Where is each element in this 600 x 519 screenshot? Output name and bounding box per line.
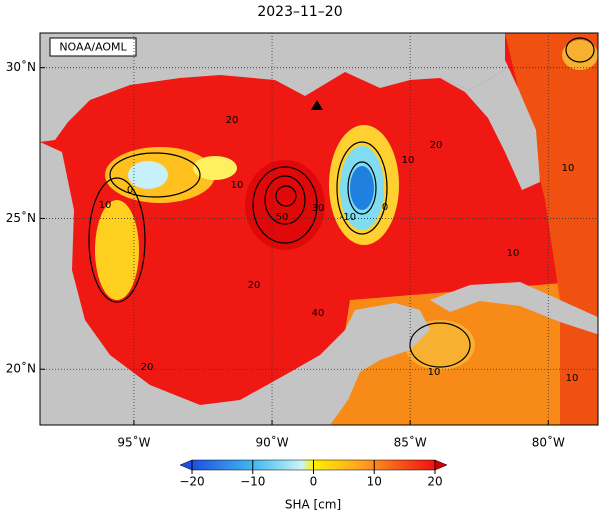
contour-label: 20 bbox=[430, 140, 443, 151]
contour-label: -10 bbox=[340, 212, 356, 223]
contour-label: 10 bbox=[231, 180, 244, 191]
eddy bbox=[95, 200, 139, 300]
eddy bbox=[350, 166, 374, 210]
atlantic bbox=[505, 33, 598, 425]
eddy bbox=[562, 40, 598, 70]
marker bbox=[311, 100, 323, 110]
y-tick-label: 20˚N bbox=[6, 361, 36, 376]
land bbox=[40, 33, 505, 142]
x-tick-label: 90˚W bbox=[255, 435, 288, 450]
contour-label: 30 bbox=[312, 203, 325, 214]
contour-label: 10 bbox=[428, 367, 441, 378]
land bbox=[40, 142, 430, 425]
contour-label: 10 bbox=[562, 163, 575, 174]
eddy bbox=[245, 160, 325, 250]
credit: NOAA/AOML bbox=[59, 41, 127, 54]
title: 2023–11–20 bbox=[257, 4, 342, 20]
colorbar-tick-label: 10 bbox=[367, 475, 382, 489]
x-tick-label: 80˚W bbox=[532, 435, 565, 450]
contour-label: 10 bbox=[402, 155, 415, 166]
contour-label: 50 bbox=[276, 212, 289, 223]
eddy bbox=[128, 161, 168, 189]
contour-label: 0 bbox=[382, 202, 388, 213]
contour-label: 10 bbox=[507, 248, 520, 259]
contour-label: 20 bbox=[226, 115, 239, 126]
colorbar-tick-label: 0 bbox=[310, 475, 318, 489]
colorbar-under bbox=[179, 459, 193, 471]
land bbox=[440, 60, 540, 190]
contour-label: 10 bbox=[566, 373, 579, 384]
colorbar-tick-label: −20 bbox=[179, 475, 204, 489]
contour-label: 20 bbox=[141, 362, 154, 373]
map-frame bbox=[39, 32, 599, 426]
contour-label: 10 bbox=[99, 200, 112, 211]
contour-label: 40 bbox=[312, 308, 325, 319]
x-tick-label: 95˚W bbox=[117, 435, 150, 450]
colorbar-tick-label: 20 bbox=[427, 475, 442, 489]
contour-label: 20 bbox=[248, 280, 261, 291]
eddy bbox=[193, 156, 237, 180]
colorbar-label: SHA [cm] bbox=[285, 498, 341, 512]
y-tick-label: 30˚N bbox=[6, 59, 36, 74]
map-field bbox=[40, 33, 598, 425]
colorbar-tick-label: −10 bbox=[240, 475, 265, 489]
y-tick-label: 25˚N bbox=[6, 210, 36, 225]
contour-label: 0 bbox=[127, 185, 133, 196]
land bbox=[430, 282, 598, 335]
colorbar-over bbox=[434, 459, 448, 471]
x-tick-label: 85˚W bbox=[394, 435, 427, 450]
credit-box bbox=[49, 37, 137, 57]
